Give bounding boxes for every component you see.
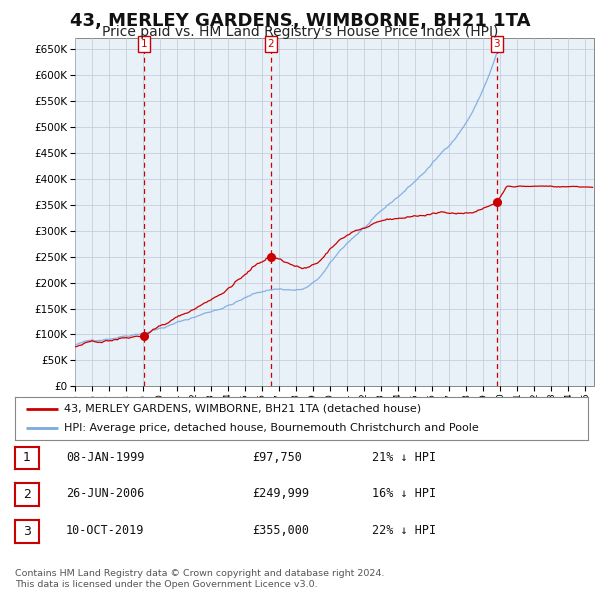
Text: 3: 3 [23, 525, 31, 538]
Text: 10-OCT-2019: 10-OCT-2019 [66, 525, 145, 537]
Text: 43, MERLEY GARDENS, WIMBORNE, BH21 1TA: 43, MERLEY GARDENS, WIMBORNE, BH21 1TA [70, 12, 530, 30]
Text: Contains HM Land Registry data © Crown copyright and database right 2024.
This d: Contains HM Land Registry data © Crown c… [15, 569, 385, 589]
Text: £97,750: £97,750 [252, 451, 302, 464]
Text: 3: 3 [494, 39, 500, 49]
Text: 1: 1 [23, 451, 31, 464]
Text: Price paid vs. HM Land Registry's House Price Index (HPI): Price paid vs. HM Land Registry's House … [102, 25, 498, 39]
Text: 1: 1 [140, 39, 147, 49]
Text: 43, MERLEY GARDENS, WIMBORNE, BH21 1TA (detached house): 43, MERLEY GARDENS, WIMBORNE, BH21 1TA (… [64, 404, 421, 414]
Text: 21% ↓ HPI: 21% ↓ HPI [372, 451, 436, 464]
Text: HPI: Average price, detached house, Bournemouth Christchurch and Poole: HPI: Average price, detached house, Bour… [64, 423, 478, 433]
Text: 08-JAN-1999: 08-JAN-1999 [66, 451, 145, 464]
Text: 2: 2 [268, 39, 274, 49]
Text: £355,000: £355,000 [252, 525, 309, 537]
Text: 16% ↓ HPI: 16% ↓ HPI [372, 487, 436, 500]
Text: £249,999: £249,999 [252, 487, 309, 500]
Text: 26-JUN-2006: 26-JUN-2006 [66, 487, 145, 500]
Text: 22% ↓ HPI: 22% ↓ HPI [372, 525, 436, 537]
Text: 2: 2 [23, 488, 31, 501]
